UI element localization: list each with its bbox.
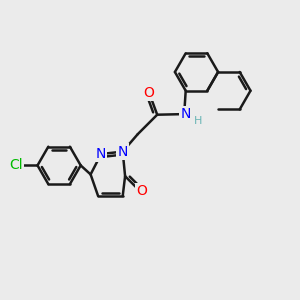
Text: N: N bbox=[181, 107, 191, 121]
Text: N: N bbox=[118, 145, 128, 159]
Text: H: H bbox=[194, 116, 202, 126]
Text: O: O bbox=[136, 184, 147, 198]
Text: O: O bbox=[143, 86, 154, 100]
Text: Cl: Cl bbox=[9, 158, 22, 172]
Text: N: N bbox=[96, 147, 106, 161]
